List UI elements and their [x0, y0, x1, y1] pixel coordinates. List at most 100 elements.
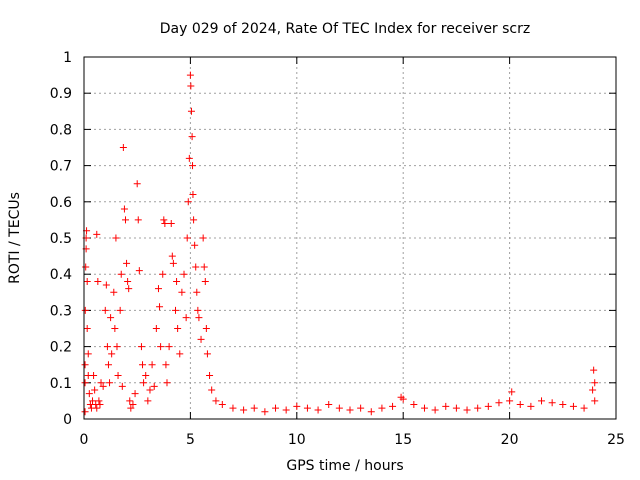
data-point — [118, 382, 126, 390]
data-point — [142, 372, 150, 380]
data-point — [101, 306, 109, 314]
data-point — [189, 191, 197, 199]
data-point — [367, 408, 375, 416]
data-point — [91, 386, 99, 394]
data-point — [282, 406, 290, 414]
data-point — [131, 390, 139, 398]
data-point — [176, 350, 184, 358]
data-point — [83, 277, 91, 285]
data-point — [527, 402, 535, 410]
data-point — [156, 303, 164, 311]
data-point — [121, 216, 129, 224]
data-point — [127, 404, 135, 412]
y-tick-label: 0.3 — [50, 303, 72, 319]
data-point — [135, 267, 143, 275]
data-point — [144, 397, 152, 405]
data-point — [165, 343, 173, 351]
data-point — [182, 314, 190, 322]
data-point — [516, 401, 524, 409]
data-point — [193, 288, 201, 296]
data-point — [173, 277, 181, 285]
data-point — [112, 234, 120, 242]
data-point — [591, 379, 599, 387]
y-tick-label: 0 — [63, 412, 72, 428]
y-tick-label: 0.1 — [50, 376, 72, 392]
data-point — [272, 404, 280, 412]
data-point — [85, 390, 93, 398]
data-point — [169, 259, 177, 267]
data-point — [133, 180, 141, 188]
y-axis-label: ROTI / TECUs — [7, 192, 23, 284]
data-point — [81, 379, 89, 387]
data-point — [124, 277, 132, 285]
data-point — [90, 372, 98, 380]
data-point — [160, 216, 168, 224]
data-point — [125, 285, 133, 293]
data-point — [484, 402, 492, 410]
y-tick-label: 0.5 — [50, 231, 72, 247]
data-point — [137, 343, 145, 351]
x-axis-label: GPS time / hours — [286, 458, 403, 474]
data-point — [303, 404, 311, 412]
chart-title: Day 029 of 2024, Rate Of TEC Index for r… — [160, 21, 530, 37]
data-point — [420, 404, 428, 412]
data-point — [184, 198, 192, 206]
data-point — [174, 325, 182, 332]
data-point — [134, 216, 142, 224]
data-point — [152, 325, 160, 332]
data-point — [474, 404, 482, 412]
data-point — [106, 379, 114, 387]
data-point — [157, 343, 165, 351]
data-point — [161, 220, 169, 228]
data-point — [183, 234, 191, 242]
data-point — [185, 154, 193, 162]
data-point — [335, 404, 343, 412]
data-point — [123, 259, 131, 267]
data-point — [389, 402, 397, 410]
data-point — [116, 306, 124, 314]
data-point — [117, 270, 125, 278]
data-point — [187, 107, 195, 115]
y-tick-label: 0.6 — [50, 195, 72, 211]
data-point — [378, 404, 386, 412]
data-point — [250, 404, 258, 412]
data-point — [119, 144, 127, 151]
data-point — [197, 335, 205, 343]
y-tick-label: 0.9 — [50, 86, 72, 102]
data-point — [200, 263, 208, 271]
data-point — [97, 379, 105, 387]
data-point — [126, 397, 134, 405]
data-point — [82, 263, 90, 271]
x-tick-label: 0 — [80, 432, 89, 448]
data-point — [191, 241, 199, 249]
data-point — [206, 372, 214, 380]
data-point — [84, 350, 92, 358]
data-point — [81, 306, 89, 314]
data-point — [103, 343, 111, 351]
data-point — [150, 382, 158, 390]
data-point — [201, 277, 209, 285]
data-point — [129, 401, 137, 409]
data-point — [95, 397, 103, 405]
data-point — [189, 162, 197, 170]
data-point — [346, 406, 354, 414]
data-point — [538, 397, 546, 405]
data-points — [81, 71, 599, 416]
data-point — [107, 314, 115, 322]
data-point — [81, 408, 89, 416]
data-point — [314, 406, 322, 414]
data-point — [81, 361, 89, 369]
data-point — [203, 350, 211, 358]
data-point — [139, 361, 147, 369]
data-point — [93, 230, 101, 238]
data-point — [186, 71, 194, 79]
data-point — [261, 408, 269, 416]
y-tick-label: 0.2 — [50, 340, 72, 356]
data-point — [146, 386, 154, 394]
y-tick-label: 0.7 — [50, 159, 72, 175]
data-point — [442, 402, 450, 410]
data-point — [218, 401, 226, 409]
data-point — [240, 406, 248, 414]
x-tick-label: 15 — [394, 432, 412, 448]
data-point — [99, 382, 107, 390]
